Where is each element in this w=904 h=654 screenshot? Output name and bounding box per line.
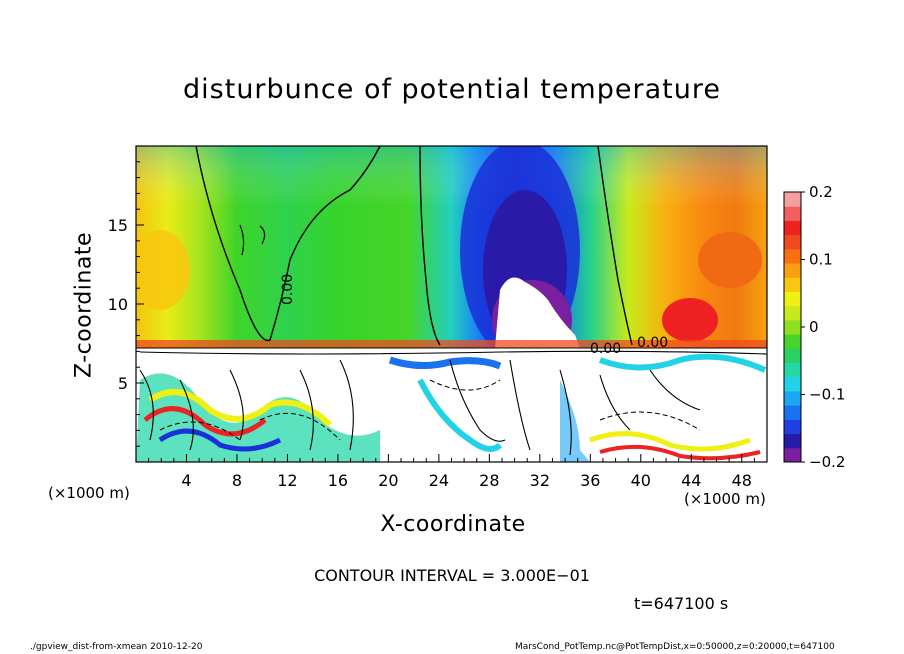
colorbar-swatch: [784, 206, 801, 221]
lower-turbulence-1: [136, 373, 380, 462]
x-tick-label: 44: [681, 471, 701, 490]
contour-labels: 0.00 0.00 0.00: [280, 274, 668, 357]
time-label: t=647100 s: [634, 594, 729, 613]
y-axis: 5 10 15: [108, 161, 144, 447]
x-tick-label: 24: [429, 471, 449, 490]
colorbar: 0.2 0.1 0 −0.1 −0.2: [783, 183, 845, 471]
colorbar-swatch: [784, 248, 801, 264]
warm-anomaly-right: [698, 232, 762, 288]
lower-cold-streak: [388, 356, 502, 370]
y-tick-label: 15: [108, 216, 128, 235]
lower-turbulence-3: [143, 406, 267, 437]
colorbar-swatch: [784, 234, 801, 250]
x-axis: 4 8 12 16 20 24 28 32 36 40 44 48: [148, 454, 755, 490]
footer-left: ./gpview_dist-from-xmean 2010-12-20: [30, 642, 203, 652]
lower-turbulence-4: [158, 428, 282, 452]
colorbar-swatch: [784, 419, 801, 435]
y-tick-label: 5: [118, 374, 128, 393]
x-unit-label-left: (×1000 m): [48, 484, 130, 502]
inversion-contours: [136, 347, 767, 355]
colorbar-swatch: [784, 263, 801, 278]
heatmap-field: [136, 146, 767, 462]
lower-contours: [139, 359, 701, 456]
footer-right: MarsCond_PotTemp.nc@PotTempDist,x=0:5000…: [515, 642, 835, 652]
x-tick-label: 8: [232, 471, 242, 490]
colorbar-tick-label: 0.1: [809, 251, 833, 269]
lower-cold-tongue: [417, 378, 503, 452]
colorbar-swatch: [784, 447, 801, 463]
x-tick-label: 32: [530, 471, 550, 490]
colorbar-tick-label: 0.2: [809, 183, 833, 201]
colorbar-tick-label: 0: [809, 318, 819, 336]
lower-right-streak: [598, 353, 767, 373]
colorbar-swatch: [784, 291, 801, 307]
x-unit-label-right: (×1000 m): [684, 490, 766, 508]
below-range-region: [495, 277, 580, 348]
warm-anomaly-left: [136, 230, 190, 310]
colorbar-tick-label: −0.1: [809, 386, 845, 404]
y-tick-label: 10: [108, 295, 128, 314]
y-axis-label: Z-coordinate: [71, 232, 97, 378]
contour-label-mid: 0.00: [590, 341, 621, 357]
colorbar-swatch: [784, 390, 801, 406]
x-tick-label: 12: [277, 471, 297, 490]
colorbar-swatch: [784, 192, 801, 207]
x-tick-label: 36: [580, 471, 600, 490]
contour-interval-text: CONTOUR INTERVAL = 3.000E−01: [314, 566, 590, 585]
colorbar-swatch: [784, 305, 801, 321]
x-tick-label: 48: [732, 471, 752, 490]
contour-small-loops: [239, 224, 266, 256]
lower-right-band-1: [589, 431, 751, 452]
colorbar-swatch: [784, 362, 801, 378]
colorbar-swatch: [784, 334, 801, 349]
contour-label-left: 0.00: [280, 274, 296, 305]
contour-label-right: 0.00: [637, 335, 668, 351]
lower-dashed-contours: [159, 379, 701, 441]
inversion-band: [136, 340, 767, 348]
warm-anomaly-low: [662, 298, 718, 342]
x-tick-label: 28: [479, 471, 499, 490]
zero-contour-right: [597, 146, 633, 346]
x-tick-label: 40: [631, 471, 651, 490]
lower-right-band-2: [599, 444, 761, 461]
x-tick-label: 4: [181, 471, 191, 490]
x-tick-label: 16: [328, 471, 348, 490]
lower-turbulence-2: [148, 389, 333, 428]
colorbar-swatch: [784, 433, 801, 449]
colorbar-tick-label: −0.2: [809, 453, 845, 471]
upper-layer-shading: [136, 146, 767, 348]
chart-title: disturbunce of potential temperature: [183, 74, 721, 105]
x-axis-label: X-coordinate: [380, 512, 526, 537]
colorbar-swatch: [784, 348, 801, 364]
x-tick-label: 20: [378, 471, 398, 490]
colorbar-swatch: [784, 277, 801, 292]
zero-contour-mid: [419, 146, 441, 346]
colorbar-swatch: [784, 376, 801, 392]
colorbar-swatch: [784, 405, 801, 420]
colorbar-swatch: [784, 220, 801, 236]
zero-contour-left: [195, 146, 381, 342]
colorbar-swatch: [784, 319, 801, 335]
